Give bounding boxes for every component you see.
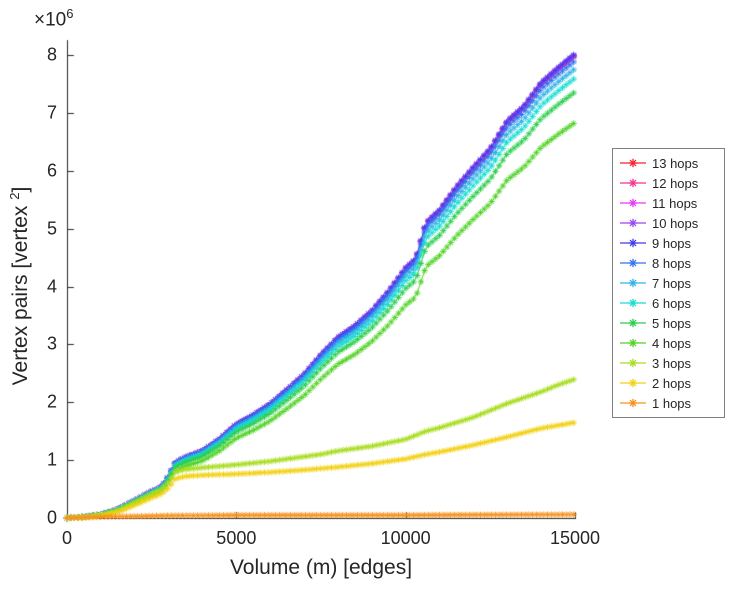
legend-line-marker-sample	[620, 378, 646, 388]
y-tick-label: 1	[46, 449, 57, 470]
legend-item: 4 hops	[613, 333, 724, 353]
legend-item: 7 hops	[613, 273, 724, 293]
legend-line-marker-sample	[620, 258, 646, 268]
legend-item-label: 10 hops	[652, 215, 699, 231]
y-scale-exponent: 6	[66, 6, 74, 21]
x-tick-label: 0	[61, 528, 73, 548]
y-scale-base: ×10	[34, 9, 67, 31]
y-tick-label: 5	[46, 218, 57, 239]
legend-item-label: 7 hops	[652, 275, 692, 291]
legend-box: 13 hops 12 hops 11 hops 10 hops 9 hops 8 hops…	[612, 148, 725, 418]
legend-item: 3 hops	[613, 353, 724, 373]
legend-item: 6 hops	[613, 293, 724, 313]
legend-item-label: 5 hops	[652, 315, 692, 331]
legend-line-marker-sample	[620, 158, 646, 168]
y-axis-scale-label: ×106	[34, 6, 73, 31]
legend-item: 1 hops	[613, 393, 724, 413]
legend-item: 2 hops	[613, 373, 724, 393]
x-axis-label: Volume (m) [edges]	[229, 556, 413, 579]
legend-item-label: 11 hops	[652, 195, 698, 211]
y-tick-label: 7	[46, 102, 57, 123]
legend-item-label: 12 hops	[652, 175, 699, 191]
legend-line-marker-sample	[620, 398, 646, 408]
legend-item-label: 8 hops	[652, 255, 692, 271]
y-tick-label: 0	[46, 507, 57, 528]
x-tick-label: 5000	[216, 528, 257, 548]
x-tick-label: 10000	[380, 528, 431, 548]
legend-line-marker-sample	[620, 338, 646, 348]
legend-item-label: 4 hops	[652, 335, 692, 351]
legend-line-marker-sample	[620, 278, 646, 288]
legend-line-marker-sample	[620, 298, 646, 308]
legend-line-marker-sample	[620, 238, 646, 248]
y-tick-label: 6	[46, 160, 57, 181]
y-axis-label-close: ]	[9, 186, 32, 193]
legend-item-label: 13 hops	[652, 155, 699, 171]
legend-item-label: 1 hops	[652, 395, 692, 411]
legend-item-label: 3 hops	[652, 355, 692, 371]
legend-item-label: 2 hops	[652, 375, 692, 391]
legend-item: 13 hops	[613, 153, 724, 173]
legend-item-label: 6 hops	[652, 295, 692, 311]
y-axis-label-exponent: 2	[7, 192, 22, 200]
y-tick-label: 8	[46, 44, 57, 65]
legend-item: 9 hops	[613, 233, 724, 253]
legend-item: 8 hops	[613, 253, 724, 273]
legend-item: 5 hops	[613, 313, 724, 333]
y-tick-label: 4	[46, 276, 57, 296]
legend-item-label: 9 hops	[652, 235, 692, 251]
legend-line-marker-sample	[620, 318, 646, 328]
y-tick-label: 2	[46, 391, 57, 412]
y-tick-label: 3	[46, 333, 57, 354]
legend-line-marker-sample	[620, 178, 646, 188]
legend-item: 12 hops	[613, 173, 724, 193]
legend-line-marker-sample	[620, 358, 646, 368]
legend-line-marker-sample	[620, 198, 646, 208]
legend-item: 10 hops	[613, 213, 724, 233]
legend-line-marker-sample	[620, 218, 646, 228]
legend-item: 11 hops	[613, 193, 724, 213]
x-tick-label: 15000	[549, 528, 601, 548]
